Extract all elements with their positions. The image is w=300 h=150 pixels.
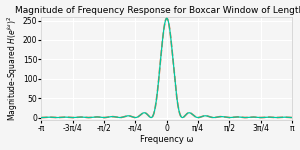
Title: Magnitude of Frequency Response for Boxcar Window of Length 16: Magnitude of Frequency Response for Boxc… bbox=[15, 6, 300, 15]
X-axis label: Frequency ω: Frequency ω bbox=[140, 135, 194, 144]
Y-axis label: Magnitude-Squared $H(e^{j\omega})^2$: Magnitude-Squared $H(e^{j\omega})^2$ bbox=[6, 15, 20, 121]
